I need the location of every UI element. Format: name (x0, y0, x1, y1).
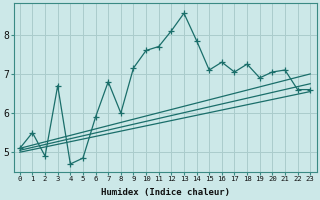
X-axis label: Humidex (Indice chaleur): Humidex (Indice chaleur) (100, 188, 229, 197)
